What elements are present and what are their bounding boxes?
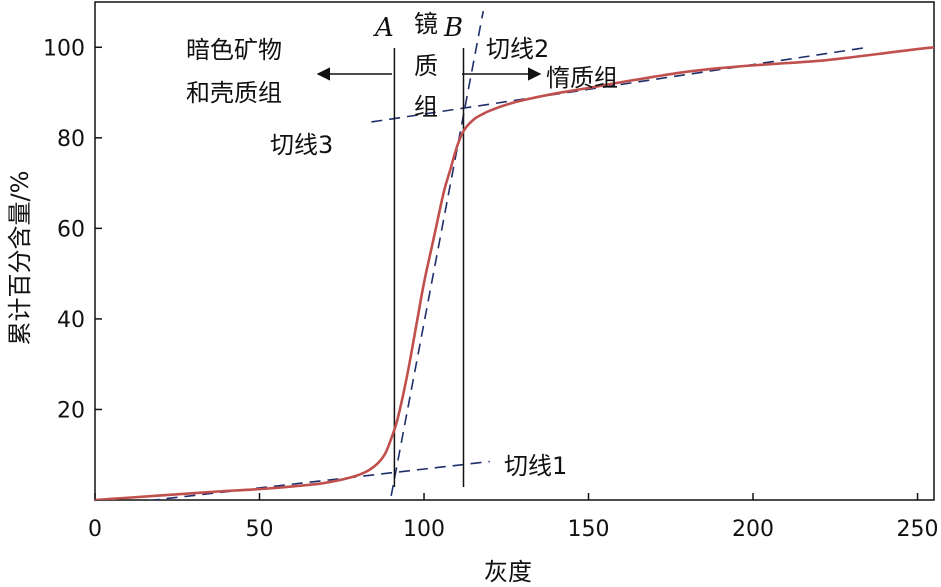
region-middle-char3: 组 xyxy=(414,93,438,121)
series-line-0 xyxy=(95,45,934,500)
y-tick-label: 20 xyxy=(57,398,85,423)
tangent-line-1 xyxy=(147,460,490,500)
x-tick-label: 50 xyxy=(246,517,274,542)
plot-frame xyxy=(94,1,935,501)
boundary-label-B: B xyxy=(443,13,463,43)
tangent-lines xyxy=(147,10,869,500)
y-tick-label: 80 xyxy=(57,127,85,152)
tangent-label-3: 切线3 xyxy=(270,131,333,159)
y-tick-label: 60 xyxy=(57,217,85,242)
tangent-line-3 xyxy=(371,46,869,123)
region-middle-char1: 镜 xyxy=(414,10,438,38)
axis-ticks: 0 50 100 150 200 250 20 40 60 80 100 xyxy=(43,36,939,542)
x-axis-label: 灰度 xyxy=(484,558,532,586)
y-axis-label: 累计百分含量/% xyxy=(6,171,34,346)
boundary-lines xyxy=(393,48,465,487)
x-tick-label: 150 xyxy=(568,517,610,542)
region-middle-char2: 质 xyxy=(414,52,438,80)
x-tick-label: 0 xyxy=(88,517,102,542)
tangent-label-1: 切线1 xyxy=(504,452,567,480)
y-tick-label: 40 xyxy=(57,308,85,333)
labels: 切线1 切线2 切线3 A B xyxy=(270,13,567,480)
region-left-line1: 暗色矿物 xyxy=(186,36,282,64)
region-left-line2: 和壳质组 xyxy=(186,79,282,107)
tangent-line-2 xyxy=(389,10,485,500)
curve-layer xyxy=(95,45,934,500)
y-tick-label: 100 xyxy=(43,36,85,61)
region-right: 惰质组 xyxy=(546,64,618,92)
x-tick-label: 100 xyxy=(403,517,445,542)
tangent-label-2: 切线2 xyxy=(486,35,549,63)
x-tick-label: 250 xyxy=(897,517,939,542)
boundary-label-A: A xyxy=(373,13,394,43)
x-tick-label: 200 xyxy=(732,517,774,542)
